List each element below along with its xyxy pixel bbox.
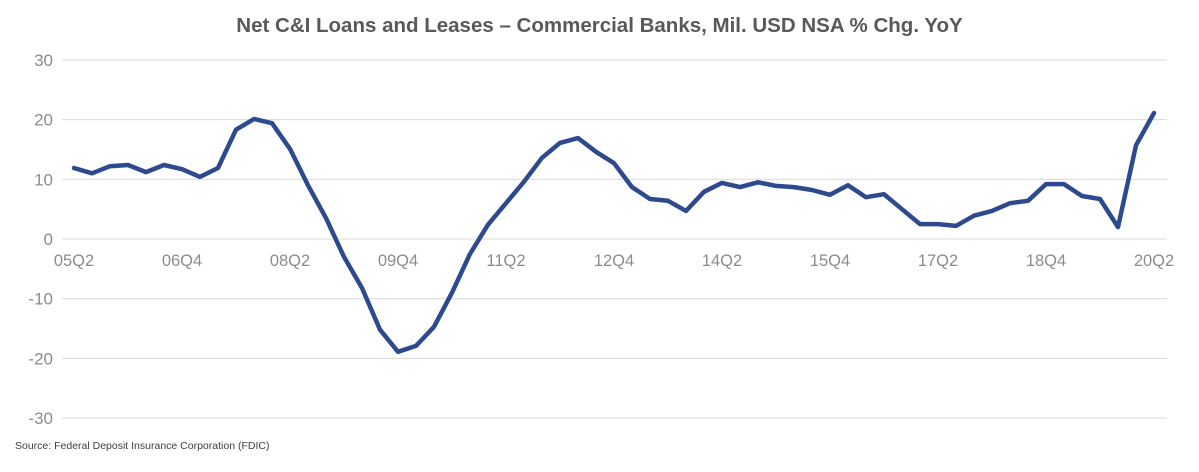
x-tick-label: 05Q2 bbox=[54, 252, 94, 270]
x-tick-label: 09Q4 bbox=[378, 252, 418, 270]
y-tick-label: 0 bbox=[44, 230, 53, 249]
gridlines bbox=[62, 59, 1167, 419]
y-tick-label: 30 bbox=[34, 51, 53, 70]
x-tick-label: 20Q2 bbox=[1134, 252, 1174, 270]
x-tick-label: 18Q4 bbox=[1026, 252, 1066, 270]
chart-title: Net C&I Loans and Leases – Commercial Ba… bbox=[236, 14, 963, 37]
y-tick-label: -30 bbox=[28, 409, 53, 428]
x-tick-label: 08Q2 bbox=[270, 252, 310, 270]
x-tick-label: 14Q2 bbox=[702, 252, 742, 270]
x-tick-label: 15Q4 bbox=[810, 252, 850, 270]
x-tick-label: 17Q2 bbox=[918, 252, 958, 270]
y-axis-tick-labels: 30 20 10 0 -10 -20 -30 bbox=[28, 51, 53, 428]
x-tick-label: 06Q4 bbox=[162, 252, 202, 270]
source-note: Source: Federal Deposit Insurance Corpor… bbox=[15, 440, 270, 452]
x-tick-label: 11Q2 bbox=[486, 252, 525, 270]
series-line bbox=[71, 110, 1157, 355]
x-axis-tick-labels: 05Q2 06Q4 08Q2 09Q4 11Q2 12Q4 14Q2 15Q4 17Q2 18Q4… bbox=[54, 252, 1174, 270]
y-tick-label: 10 bbox=[34, 170, 53, 189]
x-tick-label: 12Q4 bbox=[594, 252, 634, 270]
y-tick-label: -20 bbox=[28, 349, 53, 368]
y-tick-label: -10 bbox=[28, 290, 53, 309]
y-tick-label: 20 bbox=[34, 111, 53, 130]
